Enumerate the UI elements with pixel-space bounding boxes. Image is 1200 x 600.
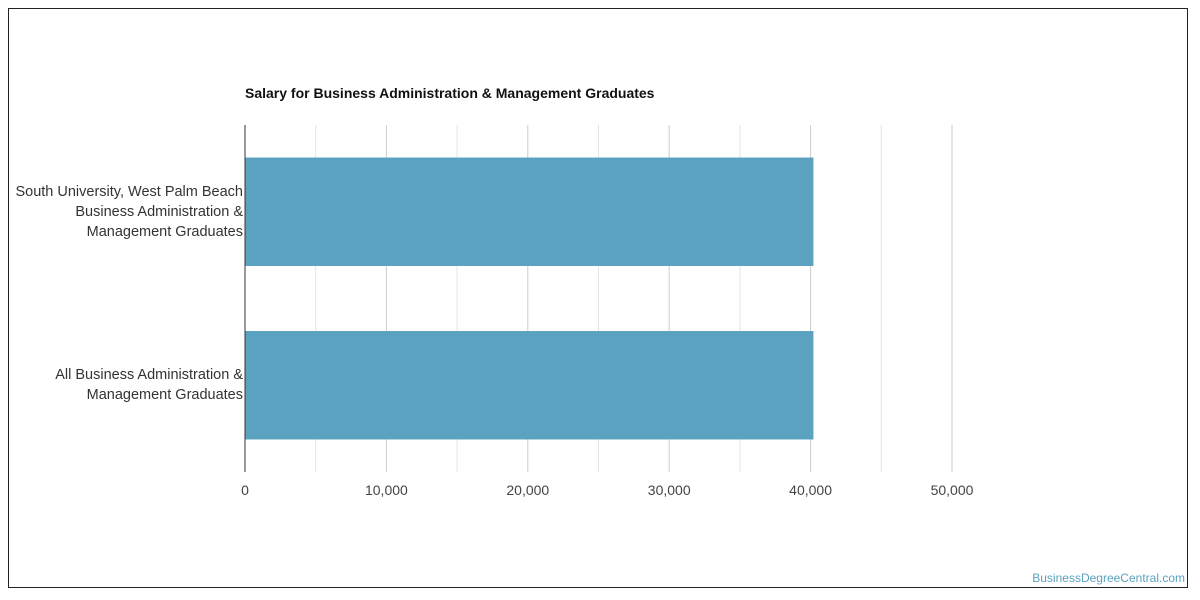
x-tick-label: 30,000 bbox=[648, 482, 691, 498]
category-label: South University, West Palm Beach Busines… bbox=[7, 182, 243, 242]
x-tick-label: 10,000 bbox=[365, 482, 408, 498]
x-tick-label: 40,000 bbox=[789, 482, 832, 498]
bar-2 bbox=[245, 331, 814, 440]
category-label-line: All Business Administration & bbox=[55, 367, 243, 384]
chart-title: Salary for Business Administration & Man… bbox=[245, 85, 655, 101]
bar-1 bbox=[245, 157, 814, 266]
category-label-line: Business Administration & bbox=[75, 203, 243, 220]
category-label-line: Management Graduates bbox=[86, 387, 243, 404]
category-label-line: Management Graduates bbox=[86, 223, 243, 240]
watermark[interactable]: BusinessDegreeCentral.com bbox=[1032, 571, 1185, 585]
x-tick-label: 0 bbox=[241, 482, 249, 498]
category-label: All Business Administration & Management … bbox=[7, 365, 243, 405]
x-tick-label: 20,000 bbox=[506, 482, 549, 498]
x-tick-label: 50,000 bbox=[931, 482, 974, 498]
chart-frame bbox=[8, 8, 1188, 588]
category-label-line: South University, West Palm Beach bbox=[15, 183, 243, 200]
